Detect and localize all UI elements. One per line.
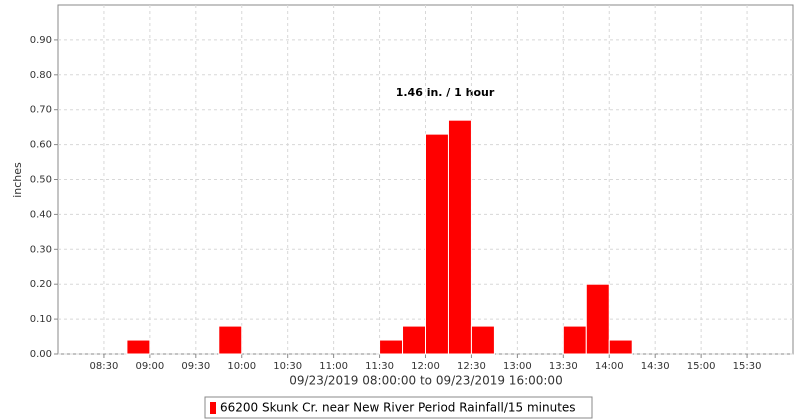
x-tick-label: 15:30	[733, 361, 762, 372]
y-tick-label: 0.20	[30, 279, 52, 290]
x-tick-label: 13:30	[549, 361, 578, 372]
y-tick-label: 0.00	[30, 349, 52, 360]
x-tick-label: 12:30	[457, 361, 486, 372]
bar	[402, 325, 426, 355]
y-axis-title: inches	[11, 162, 24, 198]
bar	[218, 325, 243, 355]
y-tick-label: 0.50	[30, 175, 52, 186]
bar	[585, 283, 610, 355]
x-axis-title: 09/23/2019 08:00:00 to 09/23/2019 16:00:…	[289, 374, 562, 388]
x-tick-label: 12:00	[411, 361, 440, 372]
x-tick-label: 14:00	[595, 361, 624, 372]
y-tick-label: 0.70	[30, 105, 52, 116]
y-tick-label: 0.80	[30, 70, 52, 81]
x-tick-label: 08:30	[90, 361, 119, 372]
legend-label: 66200 Skunk Cr. near New River Period Ra…	[220, 401, 576, 415]
x-tick-label: 10:30	[273, 361, 302, 372]
y-tick-label: 0.10	[30, 314, 52, 325]
y-tick-label: 0.40	[30, 209, 52, 220]
y-tick-label: 0.60	[30, 140, 52, 151]
x-tick-label: 09:00	[135, 361, 164, 372]
bar	[608, 339, 633, 355]
x-tick-label: 14:30	[641, 361, 670, 372]
x-tick-label: 10:00	[227, 361, 256, 372]
y-tick-label: 0.90	[30, 35, 52, 46]
bar	[470, 325, 495, 355]
x-tick-label: 11:00	[319, 361, 348, 372]
y-tick-label: 0.30	[30, 244, 52, 255]
x-tick-label: 13:00	[503, 361, 532, 372]
bar	[379, 339, 404, 355]
legend-box	[204, 396, 593, 419]
annotation: 1.46 in. / 1 hour	[396, 86, 495, 99]
bar	[425, 133, 449, 355]
x-tick-label: 09:30	[181, 361, 210, 372]
bar	[126, 339, 151, 355]
bar	[562, 325, 587, 355]
x-tick-label: 15:00	[687, 361, 716, 372]
x-tick-label: 11:30	[365, 361, 394, 372]
bar	[447, 119, 472, 355]
legend-swatch	[210, 402, 216, 414]
